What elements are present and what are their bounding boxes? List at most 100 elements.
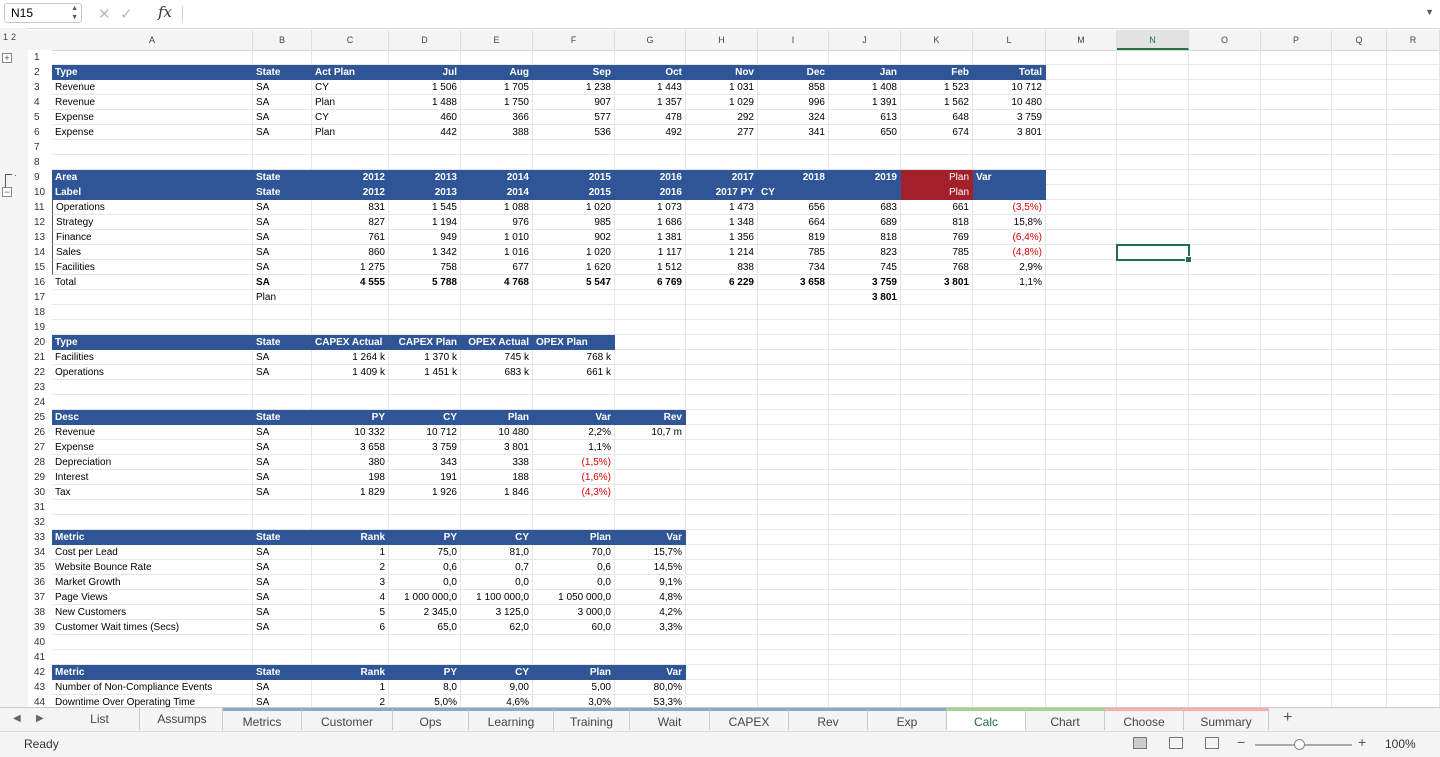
cell-n[interactable] (1117, 95, 1189, 110)
cell-i12[interactable]: 664 (758, 215, 829, 230)
cell-a[interactable] (52, 380, 253, 395)
cell-f15[interactable]: 1 620 (533, 260, 615, 275)
cell-f[interactable] (533, 50, 615, 65)
cell-i[interactable] (758, 50, 829, 65)
cell-f14[interactable]: 1 020 (533, 245, 615, 260)
cell-h[interactable] (686, 665, 758, 680)
cell-o[interactable] (1189, 155, 1261, 170)
cell-m[interactable] (1046, 695, 1117, 707)
normal-view-icon[interactable] (1133, 737, 1147, 749)
cell-g[interactable] (615, 440, 686, 455)
cell-e10[interactable]: 2014 (461, 185, 533, 200)
row-number[interactable]: 13 (28, 230, 52, 245)
cell-j[interactable] (829, 485, 901, 500)
cell-e33[interactable]: CY (461, 530, 533, 545)
cell-i13[interactable]: 819 (758, 230, 829, 245)
cell-k10[interactable]: Plan (901, 185, 973, 200)
cell-e20[interactable]: OPEX Actual (461, 335, 533, 350)
cell-i[interactable] (758, 560, 829, 575)
row-number[interactable]: 17 (28, 290, 52, 305)
cell-d[interactable] (389, 290, 461, 305)
cell-j[interactable] (829, 530, 901, 545)
row-number[interactable]: 7 (28, 140, 52, 155)
cell-o[interactable] (1189, 575, 1261, 590)
cell-o[interactable] (1189, 500, 1261, 515)
cell-n[interactable] (1117, 500, 1189, 515)
cell-i15[interactable]: 734 (758, 260, 829, 275)
sheet-tab-calc[interactable]: Calc (947, 708, 1026, 730)
column-header-f[interactable]: F (533, 30, 615, 50)
cell-o[interactable] (1189, 665, 1261, 680)
cell-r[interactable] (1387, 305, 1440, 320)
cell-a22[interactable]: Operations (52, 365, 253, 380)
cell-h[interactable] (686, 575, 758, 590)
cell-o[interactable] (1189, 170, 1261, 185)
cell-e[interactable] (461, 155, 533, 170)
cell-m[interactable] (1046, 230, 1117, 245)
cell-f12[interactable]: 985 (533, 215, 615, 230)
cell-f42[interactable]: Plan (533, 665, 615, 680)
cell-m[interactable] (1046, 50, 1117, 65)
cell-k3[interactable]: 1 523 (901, 80, 973, 95)
cell-m[interactable] (1046, 155, 1117, 170)
column-header-j[interactable]: J (829, 30, 901, 50)
cell-e36[interactable]: 0,0 (461, 575, 533, 590)
cell-n[interactable] (1117, 440, 1189, 455)
cell-o[interactable] (1189, 470, 1261, 485)
cell-i3[interactable]: 858 (758, 80, 829, 95)
cell-d14[interactable]: 1 342 (389, 245, 461, 260)
cell-n[interactable] (1117, 185, 1189, 200)
sheet-tab-rev[interactable]: Rev (789, 708, 868, 730)
cell-f34[interactable]: 70,0 (533, 545, 615, 560)
row-number[interactable]: 4 (28, 95, 52, 110)
cell-f22[interactable]: 661 k (533, 365, 615, 380)
column-header-d[interactable]: D (389, 30, 461, 50)
cell-d[interactable] (389, 155, 461, 170)
cell-g35[interactable]: 14,5% (615, 560, 686, 575)
cell-q[interactable] (1332, 320, 1387, 335)
cell-m[interactable] (1046, 395, 1117, 410)
row-number[interactable]: 1 (28, 50, 52, 65)
sheet-tab-wait[interactable]: Wait (630, 708, 710, 730)
cell-d30[interactable]: 1 926 (389, 485, 461, 500)
cell-l[interactable] (973, 695, 1046, 707)
cell-r[interactable] (1387, 545, 1440, 560)
cell-p[interactable] (1261, 365, 1332, 380)
cell-e21[interactable]: 745 k (461, 350, 533, 365)
cell-d[interactable] (389, 515, 461, 530)
cell-c[interactable] (312, 320, 389, 335)
cell-r[interactable] (1387, 350, 1440, 365)
row-number[interactable]: 19 (28, 320, 52, 335)
cell-k[interactable] (901, 605, 973, 620)
cell-o[interactable] (1189, 455, 1261, 470)
cell-n[interactable] (1117, 365, 1189, 380)
cell-h3[interactable]: 1 031 (686, 80, 758, 95)
cell-a3[interactable]: Revenue (52, 80, 253, 95)
cell-r[interactable] (1387, 185, 1440, 200)
cell-q[interactable] (1332, 590, 1387, 605)
cell-n[interactable] (1117, 575, 1189, 590)
cell-d27[interactable]: 3 759 (389, 440, 461, 455)
cell-p[interactable] (1261, 530, 1332, 545)
cell-p[interactable] (1261, 215, 1332, 230)
cell-n[interactable] (1117, 215, 1189, 230)
cell-d[interactable] (389, 140, 461, 155)
cell-d37[interactable]: 1 000 000,0 (389, 590, 461, 605)
column-header-k[interactable]: K (901, 30, 973, 50)
row-number[interactable]: 25 (28, 410, 52, 425)
cell-o[interactable] (1189, 560, 1261, 575)
cell-d39[interactable]: 65,0 (389, 620, 461, 635)
cell-n[interactable] (1117, 620, 1189, 635)
cell-n[interactable] (1117, 350, 1189, 365)
cell-i[interactable] (758, 440, 829, 455)
cell-e[interactable] (461, 500, 533, 515)
cell-n[interactable] (1117, 335, 1189, 350)
cell-i[interactable] (758, 425, 829, 440)
cell-d[interactable] (389, 380, 461, 395)
cell-g11[interactable]: 1 073 (615, 200, 686, 215)
cell-b42[interactable]: State (253, 665, 312, 680)
name-box[interactable]: N15 ▲ ▼ (4, 3, 82, 23)
zoom-out-icon[interactable]: − (1237, 734, 1246, 750)
cell-f30[interactable]: (4,3%) (533, 485, 615, 500)
cell-i[interactable] (758, 395, 829, 410)
